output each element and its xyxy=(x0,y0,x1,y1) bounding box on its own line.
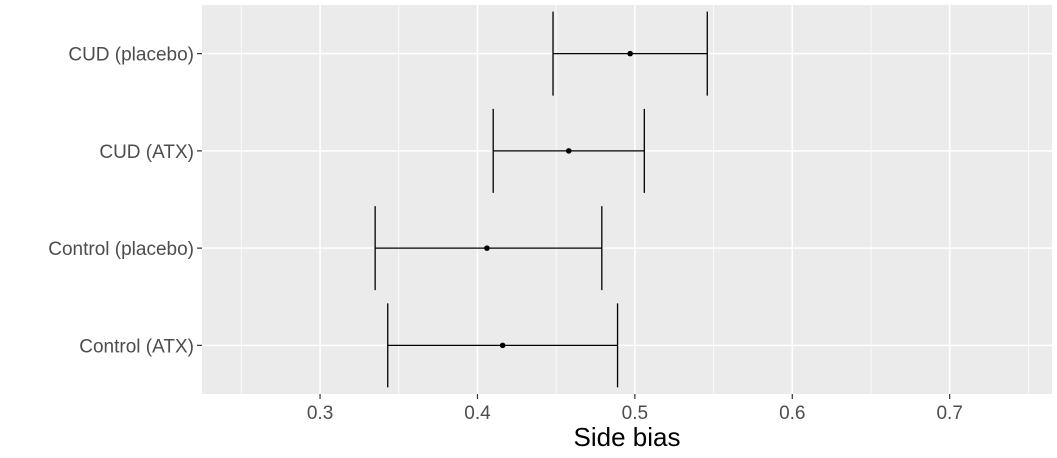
data-point xyxy=(484,245,490,251)
plot-panel xyxy=(202,5,1052,394)
y-tick-label: Control (ATX) xyxy=(79,336,194,357)
errorbar xyxy=(387,303,619,388)
x-tick-label: 0.5 xyxy=(622,403,648,424)
data-point xyxy=(499,342,506,349)
errorbar xyxy=(552,11,708,96)
x-tick-label: 0.3 xyxy=(307,403,333,424)
data-point xyxy=(627,50,633,57)
errorbar xyxy=(374,206,603,291)
error-bars xyxy=(374,11,708,388)
y-tick-label: CUD (placebo) xyxy=(68,45,194,66)
y-tick-label: CUD (ATX) xyxy=(99,142,194,163)
x-axis-ticks: 0.3 0.4 0.5 0.6 0.7 xyxy=(307,394,963,424)
errorbar xyxy=(492,108,645,193)
x-tick-label: 0.6 xyxy=(779,403,805,424)
y-axis-ticks: CUD (placebo) CUD (ATX) Control (placebo) C… xyxy=(48,45,202,357)
y-tick-label: Control (placebo) xyxy=(48,239,194,260)
x-axis-title: Side bias xyxy=(574,422,681,452)
minor-gridlines xyxy=(240,5,1029,394)
data-point xyxy=(565,148,572,154)
x-tick-label: 0.7 xyxy=(936,403,962,424)
x-tick-label: 0.4 xyxy=(464,403,491,424)
